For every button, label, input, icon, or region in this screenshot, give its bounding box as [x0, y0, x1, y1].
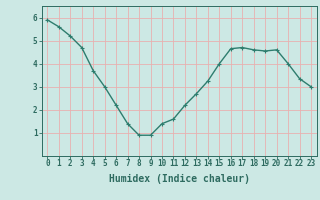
X-axis label: Humidex (Indice chaleur): Humidex (Indice chaleur)	[109, 174, 250, 184]
